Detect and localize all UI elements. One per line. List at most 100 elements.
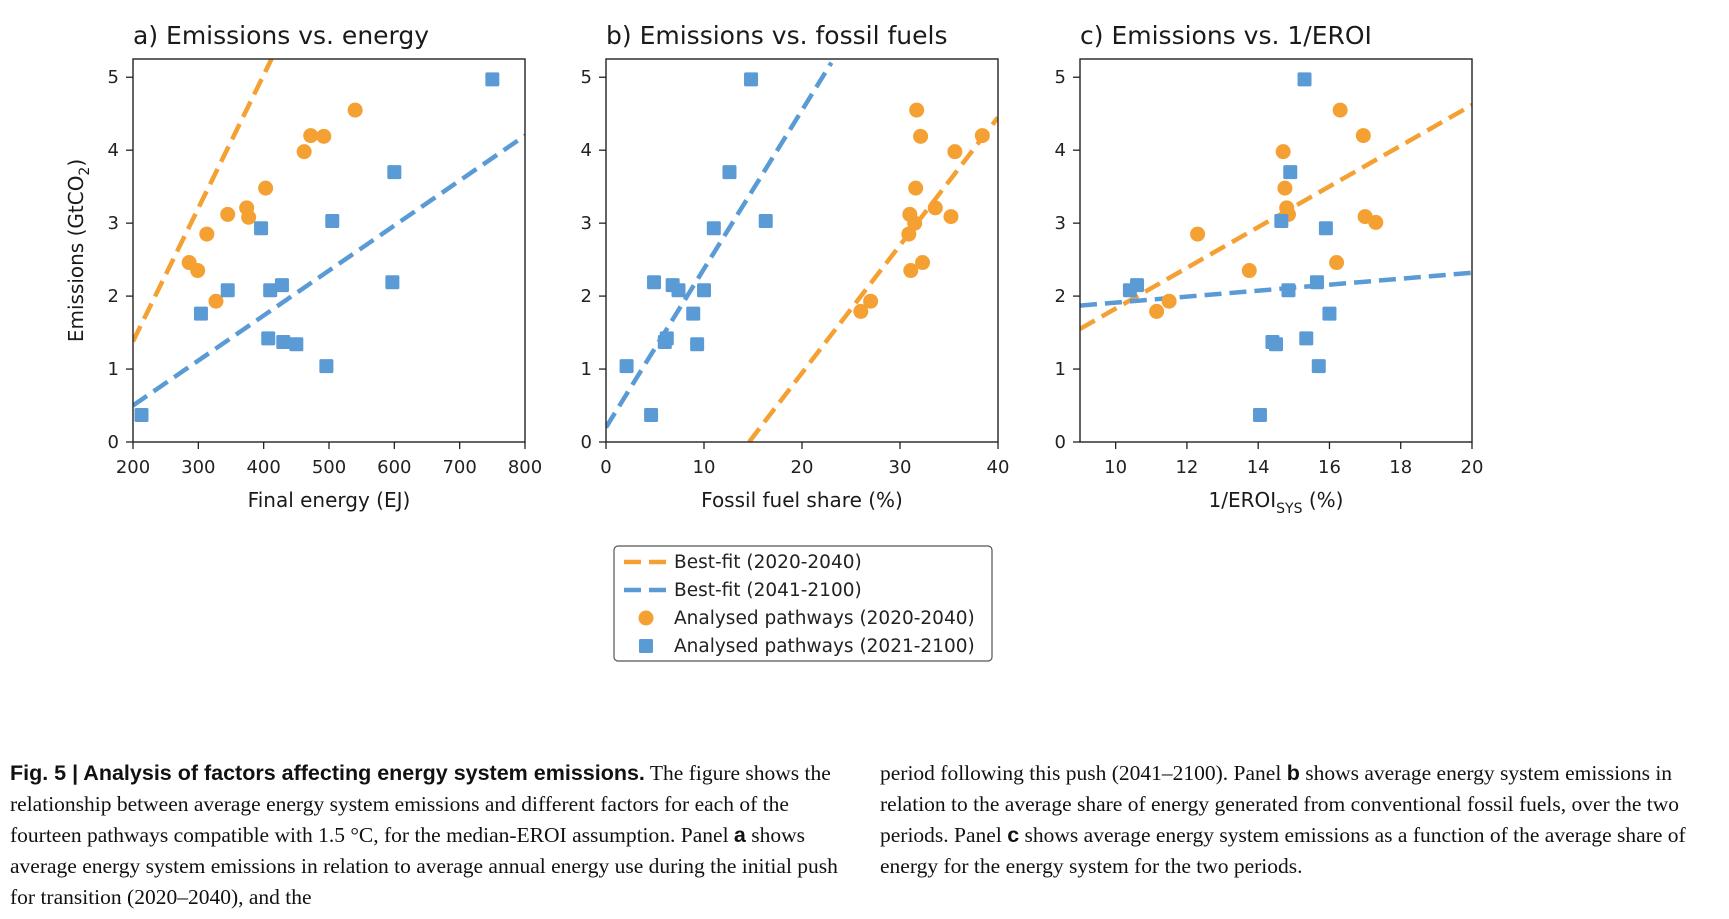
data-point-square: [1281, 283, 1296, 298]
legend-label: Best-fit (2020-2040): [674, 552, 862, 573]
y-tick-label: 2: [1055, 286, 1066, 307]
figure-caption-right: period following this push (2041–2100). …: [880, 758, 1720, 882]
data-point-square: [1318, 221, 1333, 236]
data-point-square: [1309, 275, 1324, 290]
data-point-square: [1130, 278, 1145, 293]
best-fit-line: [747, 115, 998, 442]
caption-panel-a-ref: a: [733, 823, 746, 847]
data-point-square: [619, 359, 634, 374]
y-tick-label: 5: [581, 67, 592, 88]
figure-caption-left: Fig. 5 | Analysis of factors affecting e…: [10, 758, 850, 913]
data-point-square: [644, 408, 659, 423]
x-tick-label: 500: [312, 457, 346, 478]
x-axis-label-sub: SYS: [1276, 501, 1302, 517]
x-tick-label: 30: [889, 457, 912, 478]
best-fit-line: [133, 133, 525, 408]
data-point-square: [1299, 331, 1314, 346]
caption-right-text1: period following this push (2041–2100). …: [880, 761, 1287, 785]
legend: Best-fit (2020-2040) Best-fit (2041-2100)…: [613, 545, 993, 662]
best-fit-line: [606, 61, 834, 429]
caption-left-text: The figure shows the relationship betwee…: [10, 761, 831, 847]
y-axis-label-sub: 2: [77, 167, 93, 176]
data-point-circle: [908, 180, 924, 196]
data-point-circle: [1329, 255, 1345, 271]
y-tick-label: 2: [108, 286, 119, 307]
caption-right-text3: shows average energy system emissions as…: [880, 823, 1686, 878]
data-point-square: [722, 165, 737, 180]
x-tick-label: 200: [116, 457, 150, 478]
data-point-square: [1311, 359, 1326, 374]
data-point-square: [1322, 306, 1337, 321]
y-tick-label: 1: [1055, 359, 1066, 380]
data-point-square: [263, 283, 278, 298]
data-point-square: [1252, 408, 1267, 423]
data-point-square: [220, 283, 235, 298]
y-axis-label: Emissions (GtCO2): [64, 159, 93, 342]
data-point-circle: [913, 128, 929, 144]
x-tick-label: 16: [1318, 457, 1341, 478]
plot-frame: [605, 58, 999, 443]
data-point-circle: [927, 200, 943, 216]
y-tick-label: 1: [108, 359, 119, 380]
y-tick-label: 5: [1055, 67, 1066, 88]
data-point-square: [193, 306, 208, 321]
legend-label: Analysed pathways (2020-2040): [674, 608, 975, 629]
x-tick-label: 300: [181, 457, 215, 478]
y-tick-label: 0: [581, 432, 592, 453]
data-point-circle: [903, 263, 919, 279]
y-tick-label: 4: [581, 140, 592, 161]
data-point-square: [1274, 213, 1289, 228]
x-tick-label: 40: [987, 457, 1010, 478]
x-axis-label: 1/EROISYS (%): [1209, 488, 1344, 517]
x-tick-label: 0: [600, 457, 611, 478]
data-point-square: [261, 331, 276, 346]
data-point-circle: [190, 263, 206, 279]
legend-label: Best-fit (2041-2100): [674, 580, 862, 601]
x-tick-label: 18: [1389, 457, 1412, 478]
data-point-circle: [1332, 102, 1348, 118]
data-point-square: [274, 278, 289, 293]
data-point-circle: [241, 209, 257, 225]
data-point-square: [387, 165, 402, 180]
y-tick-label: 3: [108, 213, 119, 234]
data-point-square: [1269, 337, 1283, 352]
data-point-circle: [1241, 263, 1257, 279]
data-point-circle: [347, 102, 363, 118]
data-point-square: [325, 213, 340, 228]
data-point-square: [706, 221, 721, 236]
data-point-circle: [303, 128, 319, 144]
data-point-circle: [220, 206, 236, 222]
y-tick-label: 5: [108, 67, 119, 88]
data-point-square: [697, 283, 711, 298]
legend-frame: [613, 545, 993, 662]
y-tick-label: 1: [581, 359, 592, 380]
x-tick-label: 10: [1104, 457, 1127, 478]
data-point-square: [1283, 165, 1298, 180]
best-fit-line: [133, 59, 274, 343]
data-point-circle: [943, 209, 959, 225]
y-tick-label: 0: [1055, 432, 1066, 453]
y-tick-label: 4: [1055, 140, 1066, 161]
x-axis-label: Fossil fuel share (%): [701, 488, 903, 512]
data-point-circle: [258, 180, 274, 196]
legend-swatch-circle: [638, 610, 654, 626]
data-point-circle: [296, 144, 312, 160]
x-tick-label: 20: [1461, 457, 1484, 478]
data-point-circle: [1368, 214, 1384, 230]
data-point-circle: [1355, 128, 1371, 144]
x-axis-label: Final energy (EJ): [248, 488, 411, 512]
data-point-square: [671, 283, 686, 298]
x-tick-label: 20: [791, 457, 814, 478]
caption-panel-b-ref: b: [1286, 761, 1300, 785]
y-tick-label: 2: [581, 286, 592, 307]
panel-a: a) Emissions vs. energy 200 300 400 500 600 70…: [64, 21, 542, 512]
y-tick-label: 0: [108, 432, 119, 453]
data-point-circle: [316, 128, 332, 144]
legend-swatch-square: [639, 639, 653, 653]
y-tick-label: 3: [1055, 213, 1066, 234]
y-tick-label: 4: [108, 140, 119, 161]
data-point-circle: [974, 128, 990, 144]
data-point-circle: [1190, 226, 1206, 242]
